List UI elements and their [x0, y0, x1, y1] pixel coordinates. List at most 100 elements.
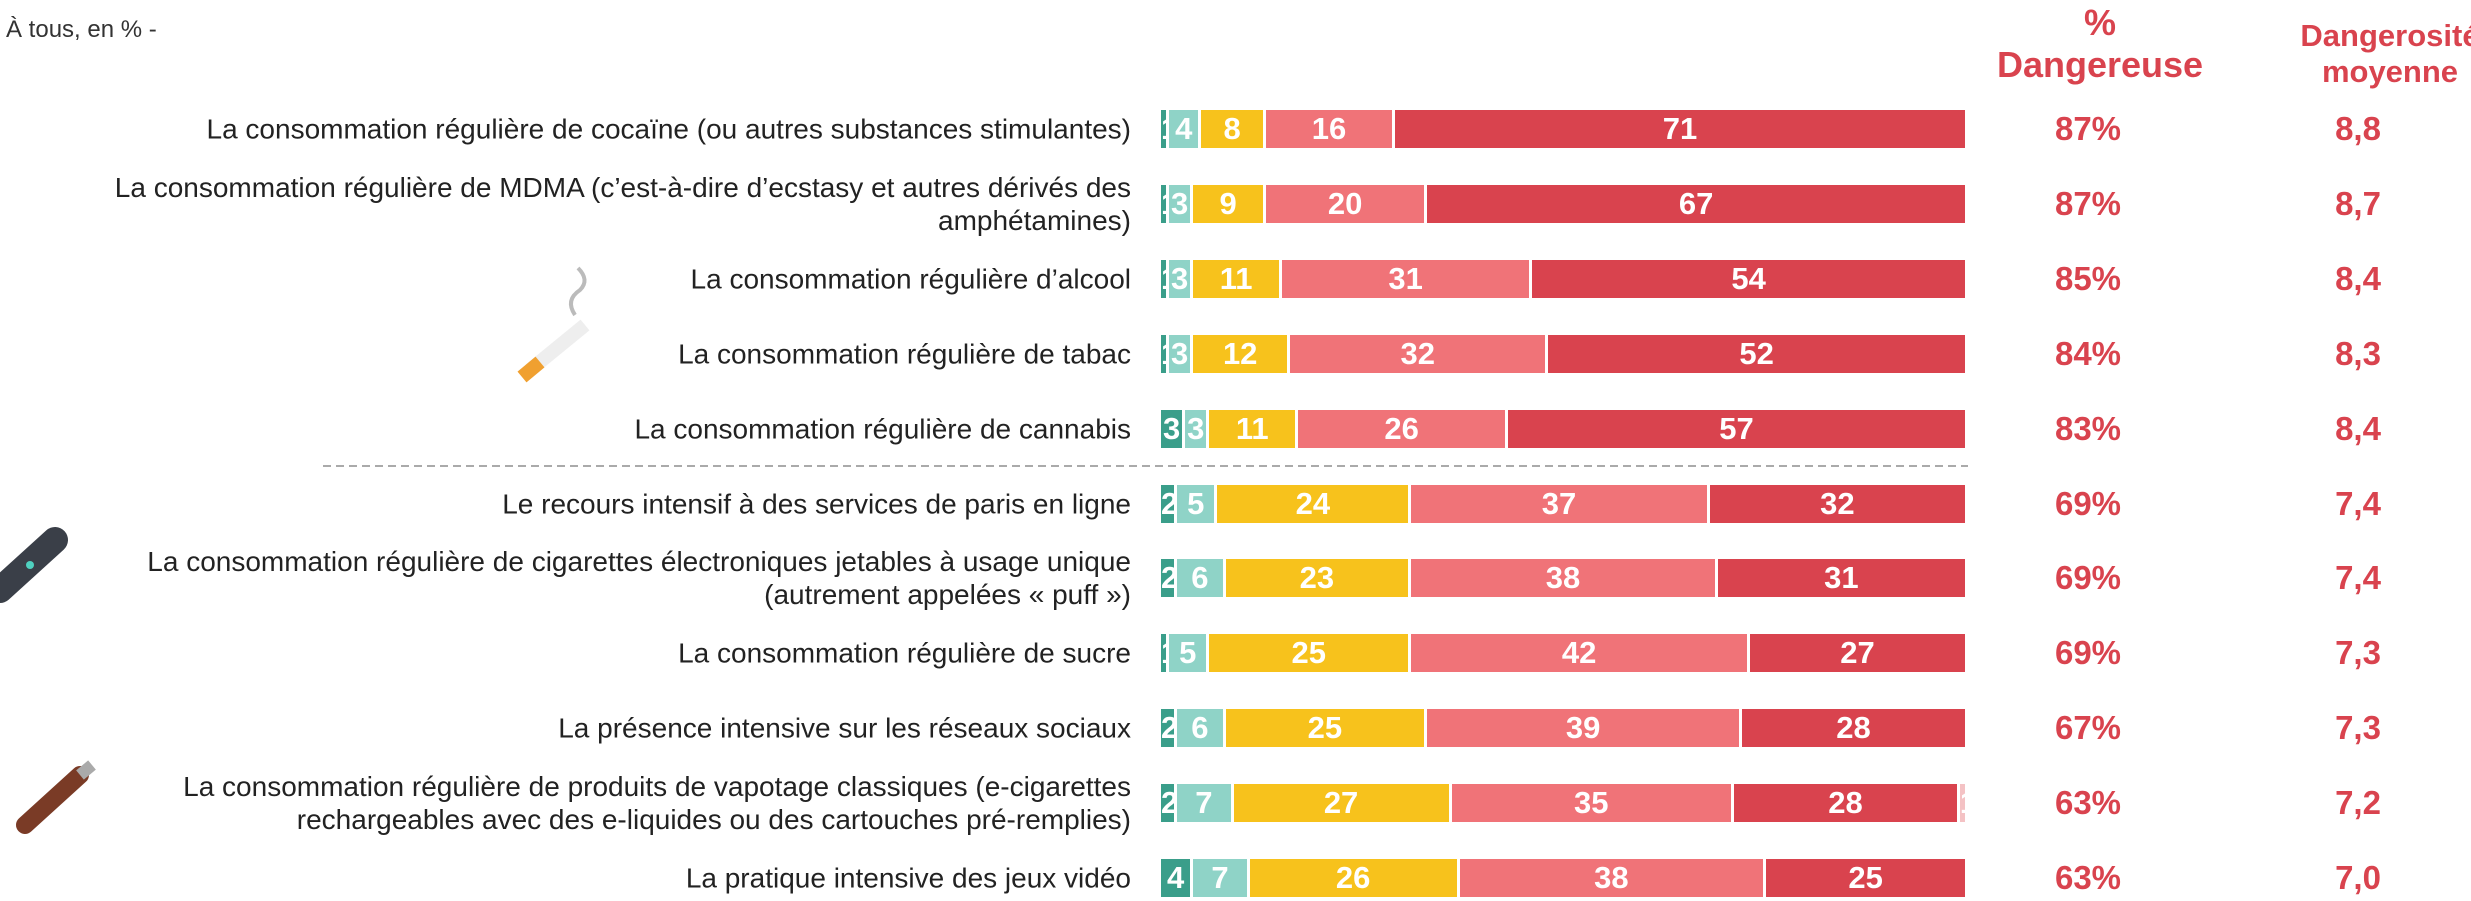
bar-segment: 37: [1411, 484, 1710, 523]
average-value: 7,3: [2335, 634, 2381, 672]
data-label: 8: [1223, 111, 1241, 146]
data-label: 11: [1235, 410, 1269, 446]
average-value: 8,7: [2335, 184, 2381, 222]
data-label: 6: [1191, 560, 1209, 596]
dangerous-value: 69%: [2054, 484, 2122, 522]
column-header: Dangerosité: [2300, 18, 2471, 53]
data-label: 54: [1731, 260, 1766, 296]
vape-pen-icon: [16, 760, 96, 834]
column-header: moyenne: [2321, 54, 2459, 89]
average-value: 8,3: [2335, 334, 2381, 372]
data-label: 3: [1171, 185, 1189, 221]
data-label: 1: [1161, 110, 1166, 148]
data-label: 31: [1824, 560, 1859, 596]
data-label: 26: [1335, 860, 1371, 895]
data-label: 2: [1161, 485, 1178, 521]
data-label: 57: [1719, 410, 1754, 446]
category-label: La consommation régulière de produits de…: [183, 771, 1131, 836]
data-label: 37: [1541, 485, 1577, 521]
data-label: 26: [1384, 410, 1419, 446]
data-label: 2: [1161, 710, 1178, 746]
average-value: 7,4: [2335, 484, 2381, 522]
bar-segment: 1: [1161, 634, 1170, 673]
bar-segment: 1: [1161, 110, 1170, 148]
bar-segment: 31: [1717, 559, 1968, 598]
bar-segment: 25: [1225, 709, 1428, 748]
bar-segment: 3: [1161, 409, 1186, 448]
dangerous-value: 83%: [2054, 409, 2122, 447]
bar-segment: 32: [1709, 484, 1968, 523]
data-label: 25: [1848, 860, 1883, 895]
bar-segment: 5: [1169, 634, 1210, 673]
bar-segment: 27: [1750, 634, 1968, 673]
data-label: 35: [1573, 785, 1609, 821]
data-label: 20: [1327, 185, 1363, 221]
dangerous-value: 63%: [2054, 784, 2122, 822]
bar-segment: 1: [1161, 259, 1170, 298]
average-value: 8,4: [2335, 409, 2381, 447]
category-label: La consommation régulière de cocaïne (ou…: [206, 113, 1132, 145]
bar-segment: 42: [1411, 634, 1751, 673]
category-label: Le recours intensif à des services de pa…: [502, 488, 1131, 519]
data-label: 7: [1211, 860, 1229, 895]
data-label: 1: [1161, 185, 1166, 223]
data-label: 1: [1161, 335, 1166, 373]
bar-segment: 7: [1193, 859, 1250, 897]
bar-segment: 54: [1532, 259, 1968, 298]
bar-segment: 39: [1427, 709, 1743, 748]
bar-segment: 28: [1733, 784, 1960, 823]
data-label: 38: [1594, 860, 1629, 895]
bar-segment: 23: [1225, 559, 1412, 598]
data-label: 32: [1820, 485, 1855, 521]
data-label: 1: [1161, 260, 1166, 298]
data-label: 39: [1565, 710, 1601, 746]
category-label: La consommation régulière de MDMA (c’est…: [114, 171, 1131, 236]
bar-segment: 2: [1161, 709, 1178, 748]
data-label: 12: [1222, 335, 1258, 371]
bar-segment: 24: [1217, 484, 1412, 523]
bar-segment: 25: [1209, 634, 1412, 673]
column-header: %: [2083, 2, 2116, 43]
data-label: 4: [1167, 860, 1185, 895]
data-label: 16: [1311, 111, 1347, 146]
bar-segment: 38: [1459, 859, 1767, 897]
data-label: 3: [1162, 410, 1181, 446]
category-label: La consommation régulière de cannabis: [634, 413, 1131, 445]
bar-segment: 20: [1265, 184, 1428, 223]
average-value: 8,4: [2335, 259, 2381, 297]
bar-segment: 26: [1298, 409, 1508, 448]
bar-segment: 3: [1185, 409, 1210, 448]
average-value: 7,2: [2335, 784, 2381, 822]
dangerous-value: 87%: [2054, 110, 2122, 147]
data-label: 5: [1187, 485, 1205, 521]
data-label: 9: [1219, 185, 1237, 221]
bar-segment: 11: [1193, 259, 1283, 298]
dangerous-value: 67%: [2054, 709, 2122, 747]
vape-icon: [0, 527, 68, 603]
bar-segment: 26: [1249, 859, 1460, 897]
data-label: 1: [1161, 634, 1166, 672]
average-value: 7,4: [2335, 559, 2381, 597]
data-label: 1: [1960, 784, 1965, 822]
data-label: 31: [1388, 260, 1423, 296]
data-label: 38: [1545, 560, 1581, 596]
bar-segment: 32: [1290, 334, 1549, 373]
bar-segment: 1: [1959, 784, 1968, 823]
data-label: 4: [1175, 111, 1193, 146]
bar-segment: 67: [1427, 184, 1968, 223]
bar-segment: 3: [1169, 334, 1194, 373]
bar-segment: 1: [1161, 184, 1170, 223]
data-label: 28: [1828, 785, 1863, 821]
data-label: 11: [1219, 260, 1253, 296]
data-label: 3: [1171, 335, 1189, 371]
data-label: 27: [1840, 635, 1875, 671]
bar-segment: 4: [1169, 110, 1202, 148]
bar-segment: 57: [1508, 409, 1968, 448]
data-label: 2: [1161, 785, 1178, 821]
data-label: 71: [1662, 111, 1698, 146]
data-label: 23: [1299, 560, 1335, 596]
dangerous-value: 84%: [2054, 334, 2122, 372]
category-label: La pratique intensive des jeux vidéo: [685, 862, 1131, 894]
bar-segment: 2: [1161, 559, 1178, 598]
